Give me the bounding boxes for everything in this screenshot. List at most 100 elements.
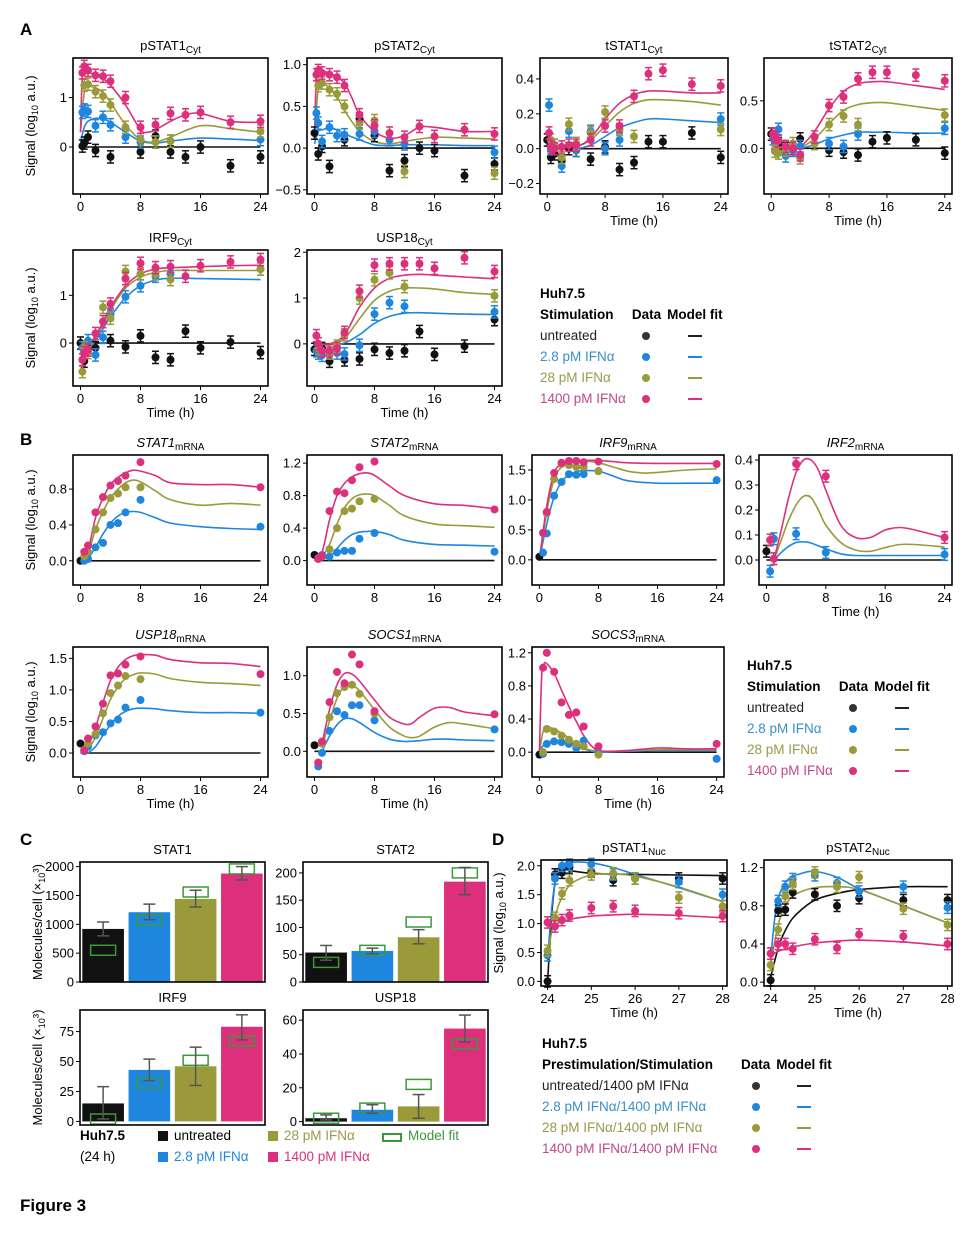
data-point-high bbox=[355, 463, 364, 472]
data-point-high bbox=[333, 487, 341, 496]
data-point-high bbox=[314, 758, 323, 767]
data-point-untreated bbox=[106, 336, 115, 345]
chart-b5: USP18mRNA 0.0 0.5 1.0 1.5 0 8 16 24 Time (h) Signa… bbox=[23, 627, 269, 811]
plot-frame bbox=[79, 861, 266, 983]
data-point-high bbox=[545, 128, 554, 137]
chart-title: STAT1mRNA bbox=[137, 435, 205, 453]
y-tick-label: 40 bbox=[283, 1046, 297, 1061]
x-tick-label: 16 bbox=[656, 199, 670, 214]
legend-label: 28 pM IFNα bbox=[540, 370, 611, 385]
data-point-high bbox=[774, 136, 783, 145]
y-tick-label: 0.5 bbox=[740, 93, 758, 108]
legend-label: 2.8 pM IFNα bbox=[747, 721, 822, 736]
y-axis-label-sub: 10 bbox=[30, 499, 40, 509]
data-point-low bbox=[355, 534, 364, 543]
x-axis-label: Time (h) bbox=[381, 405, 429, 420]
data-point-low bbox=[564, 127, 573, 136]
plot-frame bbox=[306, 454, 503, 586]
chart-title-main: USP18 bbox=[375, 990, 416, 1005]
data-point-high bbox=[106, 671, 115, 680]
chart-b7: SOCS3mRNA 0.0 0.4 0.8 1.2 0 8 16 24 Time (h) bbox=[508, 627, 725, 811]
data-point-high bbox=[340, 328, 349, 337]
x-tick-label: 0 bbox=[311, 391, 318, 406]
chart-title-subscript: mRNA bbox=[635, 634, 665, 645]
data-point-high bbox=[106, 77, 115, 86]
chart-title-subscript: mRNA bbox=[409, 442, 439, 453]
x-axis-label: Time (h) bbox=[147, 405, 195, 420]
data-point-mid bbox=[542, 724, 551, 733]
data-point-high bbox=[594, 742, 603, 751]
data-point-untreated bbox=[899, 896, 908, 905]
data-point-low bbox=[333, 548, 341, 557]
data-point-high bbox=[99, 699, 107, 708]
line-dash-icon bbox=[797, 1127, 812, 1130]
data-point-high bbox=[564, 141, 573, 150]
data-point-low bbox=[99, 333, 107, 342]
data-point-low bbox=[256, 522, 265, 531]
x-tick-label: 8 bbox=[822, 590, 829, 605]
data-point-mid bbox=[564, 120, 573, 129]
data-point-mid bbox=[543, 946, 552, 955]
chart-title-main: pSTAT2 bbox=[374, 38, 420, 53]
plot-frame bbox=[540, 859, 728, 987]
data-point-mid bbox=[674, 893, 683, 902]
data-point-untreated bbox=[543, 977, 552, 986]
y-tick-label: 50 bbox=[60, 1054, 74, 1069]
x-tick-label: 8 bbox=[137, 199, 144, 214]
chart-title: STAT2 bbox=[376, 842, 415, 857]
data-point-high bbox=[674, 909, 683, 918]
legend-label: 1400 pM IFNα bbox=[747, 763, 833, 778]
y-axis-label-part: Signal (log bbox=[23, 509, 38, 570]
plot-frame bbox=[72, 249, 269, 387]
chart-a2: pSTAT2Cyt −0.5 0.0 0.5 1.0 0 8 16 24 bbox=[275, 38, 503, 214]
x-tick-label: 28 bbox=[940, 991, 954, 1006]
data-point-high bbox=[370, 457, 379, 466]
x-tick-label: 24 bbox=[937, 590, 951, 605]
marker-dot-icon bbox=[849, 725, 858, 733]
data-point-high bbox=[550, 144, 559, 153]
data-point-mid bbox=[385, 268, 394, 277]
data-point-low bbox=[490, 148, 499, 157]
line-dash-icon bbox=[894, 728, 909, 731]
chart-title-subscript: Nuc bbox=[648, 847, 666, 858]
plot-frame bbox=[758, 454, 953, 586]
data-point-untreated bbox=[151, 353, 160, 362]
swatch-icon bbox=[158, 1152, 168, 1162]
y-tick-label: 0.0 bbox=[516, 141, 534, 156]
legend-a-fit-header: Model fit bbox=[667, 307, 723, 322]
y-tick-label: 1000 bbox=[45, 917, 74, 932]
x-tick-label: 0 bbox=[536, 590, 543, 605]
data-point-low bbox=[84, 336, 92, 345]
x-tick-label: 24 bbox=[253, 199, 267, 214]
x-tick-label: 25 bbox=[584, 991, 598, 1006]
x-tick-label: 16 bbox=[193, 782, 207, 797]
fit-line-high bbox=[87, 653, 261, 748]
data-point-mid bbox=[84, 80, 92, 89]
data-point-high bbox=[84, 346, 92, 355]
chart-title: IRF9mRNA bbox=[599, 435, 657, 453]
legend-label: 28 pM IFNα bbox=[747, 742, 818, 757]
plot-frame bbox=[763, 57, 953, 195]
data-point-high bbox=[490, 710, 499, 719]
data-point-low bbox=[385, 298, 394, 307]
chart-title-main: STAT1 bbox=[137, 435, 176, 450]
data-point-untreated bbox=[430, 146, 439, 155]
data-point-untreated bbox=[832, 901, 841, 910]
data-point-high bbox=[340, 489, 349, 498]
data-point-high bbox=[821, 472, 830, 481]
data-point-low bbox=[940, 124, 949, 133]
data-point-low bbox=[84, 107, 92, 116]
y-tick-label: 0.0 bbox=[508, 745, 526, 760]
data-point-untreated bbox=[774, 906, 783, 915]
data-point-low bbox=[121, 133, 130, 142]
data-point-low bbox=[718, 890, 727, 899]
data-point-high bbox=[855, 930, 864, 939]
data-point-low bbox=[99, 538, 107, 547]
data-point-high bbox=[572, 141, 581, 150]
data-point-untreated bbox=[460, 342, 469, 351]
y-tick-label: 1 bbox=[60, 90, 67, 105]
data-point-low bbox=[601, 144, 610, 153]
data-point-untreated bbox=[490, 159, 499, 168]
bar-mid bbox=[397, 937, 440, 982]
